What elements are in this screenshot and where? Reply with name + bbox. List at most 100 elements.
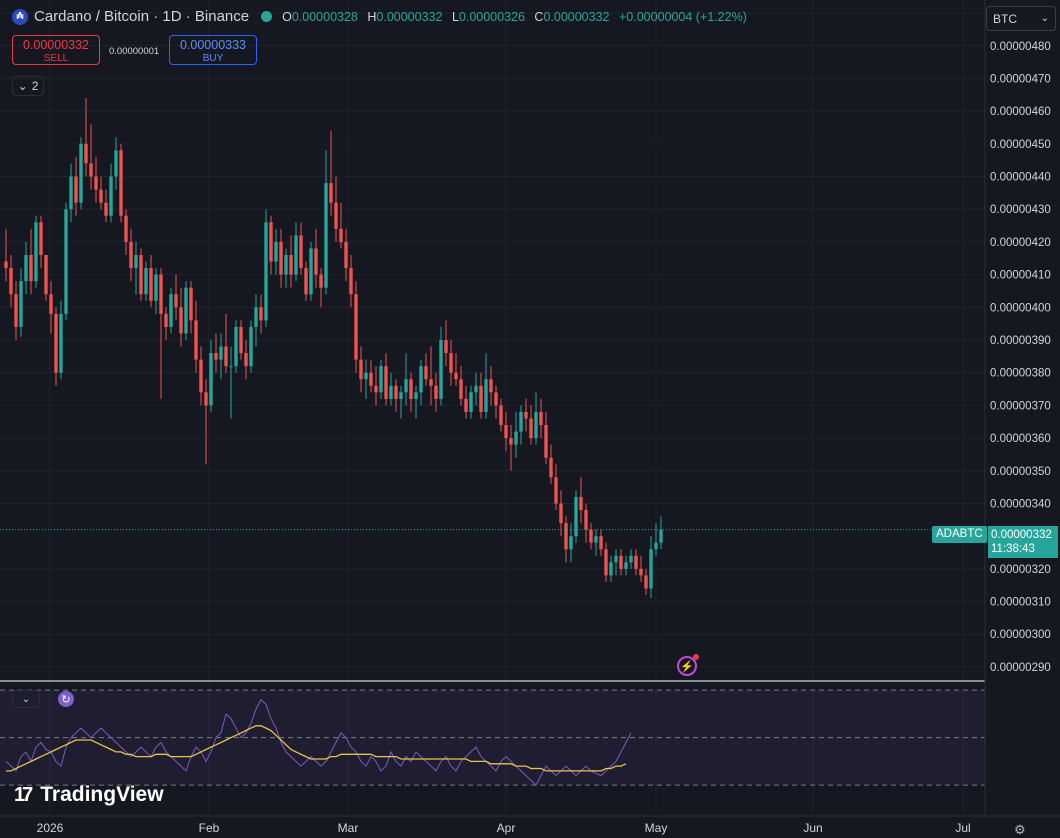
candle bbox=[29, 228, 33, 295]
lightning-icon[interactable]: ⚡ bbox=[677, 654, 699, 676]
chevron-down-icon: ⌄ bbox=[17, 79, 28, 93]
rsi-collapse-button[interactable]: ⌄ bbox=[12, 690, 40, 708]
time-tick-label: 2026 bbox=[37, 821, 64, 835]
candle bbox=[499, 398, 503, 432]
candle bbox=[189, 281, 193, 334]
candle bbox=[149, 255, 153, 308]
candle bbox=[254, 294, 258, 347]
candle bbox=[609, 555, 613, 582]
price-axis-bg bbox=[985, 0, 1060, 836]
price-tick-label: 0.00000470 bbox=[990, 73, 1051, 85]
candle bbox=[264, 209, 268, 327]
candle bbox=[194, 300, 198, 373]
price-tick-label: 0.00000480 bbox=[990, 41, 1051, 53]
candle bbox=[219, 333, 223, 380]
candle bbox=[514, 411, 518, 458]
candle bbox=[154, 268, 158, 314]
candle bbox=[34, 215, 38, 288]
candle bbox=[9, 255, 13, 308]
price-tick-label: 0.00000300 bbox=[990, 629, 1051, 641]
candle bbox=[414, 385, 418, 419]
candle bbox=[614, 549, 618, 576]
candle bbox=[309, 241, 313, 301]
candle bbox=[534, 392, 538, 445]
candle bbox=[479, 372, 483, 419]
candle bbox=[364, 359, 368, 399]
candle bbox=[454, 353, 458, 386]
candle bbox=[129, 228, 133, 282]
candle bbox=[424, 353, 428, 386]
time-tick-label: May bbox=[645, 821, 668, 835]
candle bbox=[279, 228, 283, 288]
ohlc-values: O0.00000328 H0.00000332 L0.00000326 C0.0… bbox=[282, 9, 747, 24]
sell-button[interactable]: 0.00000332 SELL bbox=[12, 35, 100, 65]
candle bbox=[354, 281, 358, 373]
candle bbox=[464, 385, 468, 419]
candle bbox=[74, 156, 78, 216]
spread-value: 0.00000001 bbox=[109, 46, 160, 57]
candle bbox=[489, 366, 493, 406]
candle bbox=[599, 529, 603, 556]
candle bbox=[579, 477, 583, 524]
candle bbox=[659, 516, 663, 550]
candle bbox=[304, 261, 308, 301]
last-price-tag: 0.00000332 11:38:43 bbox=[988, 526, 1058, 558]
candle bbox=[229, 346, 233, 419]
time-tick-label: Apr bbox=[497, 821, 516, 835]
candle bbox=[314, 228, 318, 288]
candle bbox=[269, 215, 273, 275]
candle bbox=[69, 163, 73, 223]
candle bbox=[384, 353, 388, 406]
price-tick-label: 0.00000400 bbox=[990, 302, 1051, 314]
settings-icon[interactable]: ⚙ bbox=[1014, 822, 1026, 837]
candle bbox=[324, 150, 328, 295]
chart-header: ₳ Cardano / Bitcoin · 1D · Binance O0.00… bbox=[12, 8, 753, 25]
candle bbox=[239, 320, 243, 360]
candle bbox=[144, 261, 148, 301]
rsi-pane: 60.0040.0020.00 bbox=[0, 680, 1060, 816]
market-status-icon[interactable] bbox=[261, 11, 273, 22]
time-tick-label: Feb bbox=[199, 821, 220, 835]
candle bbox=[159, 268, 163, 399]
candle bbox=[629, 549, 633, 569]
candle bbox=[419, 359, 423, 406]
candle bbox=[234, 320, 238, 373]
price-tick-label: 0.00000460 bbox=[990, 106, 1051, 118]
candle bbox=[529, 405, 533, 445]
candle bbox=[164, 307, 168, 340]
candle bbox=[94, 156, 98, 203]
candle bbox=[604, 542, 608, 582]
candle bbox=[109, 163, 113, 223]
candle bbox=[274, 228, 278, 275]
candle bbox=[569, 523, 573, 563]
candle bbox=[589, 523, 593, 550]
price-grid bbox=[0, 0, 985, 816]
candle bbox=[119, 143, 123, 223]
price-tick-label: 0.00000370 bbox=[990, 400, 1051, 412]
candle bbox=[199, 346, 203, 406]
candle bbox=[374, 366, 378, 406]
indicators-toggle[interactable]: ⌄ 2 bbox=[12, 76, 44, 96]
candle bbox=[244, 340, 248, 380]
candle bbox=[214, 333, 218, 373]
refresh-icon[interactable]: ↻ bbox=[58, 691, 74, 707]
candle bbox=[649, 536, 653, 599]
buy-button[interactable]: 0.00000333 BUY bbox=[169, 35, 257, 65]
price-tick-label: 0.00000310 bbox=[990, 597, 1051, 609]
candle bbox=[564, 516, 568, 563]
currency-select[interactable]: BTC ⌄ bbox=[986, 6, 1056, 31]
price-axis[interactable]: 0.000004900.000004800.000004700.00000460… bbox=[984, 0, 1060, 836]
price-tick-label: 0.00000450 bbox=[990, 139, 1051, 151]
symbol-title[interactable]: Cardano / Bitcoin · 1D · Binance bbox=[34, 8, 250, 25]
symbol-price-tag: ADABTC bbox=[932, 526, 987, 543]
candle bbox=[524, 398, 528, 432]
candle bbox=[634, 549, 638, 576]
candle bbox=[4, 228, 8, 282]
tradingview-logo[interactable]: 17 TradingView bbox=[14, 783, 164, 806]
candle bbox=[299, 222, 303, 275]
time-axis[interactable]: 2026 Feb Mar Apr May Jun Jul bbox=[0, 815, 1060, 835]
candle bbox=[319, 268, 323, 308]
candle bbox=[19, 268, 23, 337]
candle bbox=[619, 549, 623, 576]
